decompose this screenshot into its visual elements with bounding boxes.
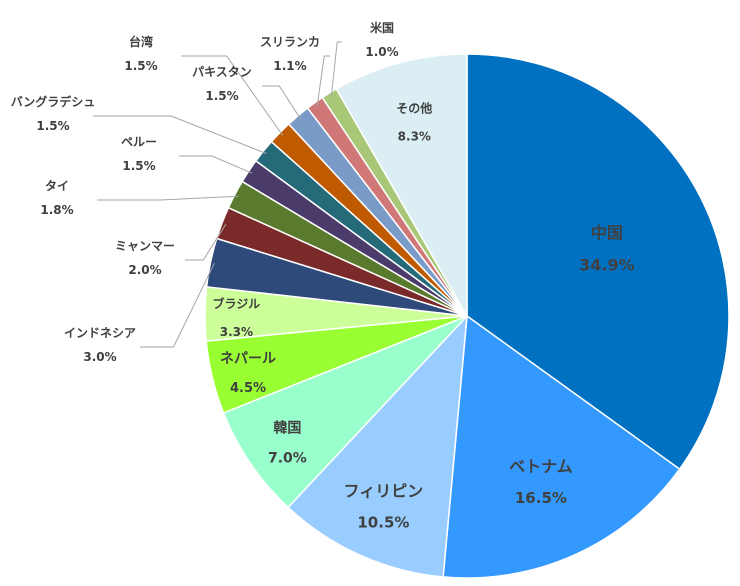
slice-value-label: 1.5% bbox=[205, 89, 238, 103]
slice-name-label: インドネシア bbox=[64, 326, 136, 340]
slice-value-label: 34.9% bbox=[579, 255, 635, 274]
slice-label-2: フィリピン 10.5% bbox=[344, 482, 424, 532]
slice-value-label: 1.5% bbox=[122, 159, 155, 173]
slice-name-label: 中国 bbox=[591, 223, 623, 242]
slice-name-label: ペルー bbox=[121, 135, 157, 149]
slice-name-label: ブラジル bbox=[213, 296, 261, 311]
slice-value-label: 1.0% bbox=[365, 45, 398, 59]
leader-line-10 bbox=[93, 115, 267, 155]
slice-label-15: その他 8.3% bbox=[396, 101, 432, 144]
slice-name-label: ミャンマー bbox=[115, 239, 175, 253]
slice-labels: 中国 34.9% ベトナム 16.5% フィリピン 10.5% 韓国 7.0% ネパール 4.5%… bbox=[11, 20, 635, 532]
slice---15 bbox=[335, 53, 468, 319]
slice-label-0: 中国 34.9% bbox=[579, 223, 635, 274]
leader-lines bbox=[93, 41, 342, 348]
slice-label-4: ネパール 4.5% bbox=[220, 351, 276, 396]
slice-name-label: 韓国 bbox=[273, 420, 301, 437]
slice-label-11: 台湾 1.5% bbox=[124, 34, 157, 73]
leader-line-12 bbox=[262, 85, 301, 120]
slice-label-1: ベトナム 16.5% bbox=[509, 457, 573, 507]
slice-name-label: パキスタン bbox=[192, 65, 252, 79]
leader-line-13 bbox=[316, 55, 330, 106]
slice-label-5: ブラジル 3.3% bbox=[213, 296, 261, 339]
slice-name-label: その他 bbox=[396, 101, 432, 116]
leader-line-8 bbox=[97, 195, 239, 201]
slice-value-label: 8.3% bbox=[398, 130, 431, 144]
slice-value-label: 1.5% bbox=[124, 59, 157, 73]
slice-value-label: 3.3% bbox=[220, 325, 253, 339]
leader-line-14 bbox=[330, 41, 342, 97]
slice-value-label: 1.8% bbox=[40, 203, 73, 217]
slice-name-label: バングラデシュ bbox=[11, 94, 96, 109]
slice-label-14: 米国 1.0% bbox=[365, 20, 398, 59]
slice-name-label: 台湾 bbox=[129, 34, 153, 49]
slice-value-label: 4.5% bbox=[230, 381, 266, 396]
slice-label-10: バングラデシュ 1.5% bbox=[11, 94, 96, 133]
leader-line-6 bbox=[140, 262, 215, 348]
slice-name-label: 米国 bbox=[370, 20, 394, 35]
slice---0 bbox=[466, 53, 730, 471]
slice-value-label: 1.1% bbox=[273, 59, 306, 73]
slice-label-9: ペルー 1.5% bbox=[121, 135, 157, 173]
slice-value-label: 3.0% bbox=[83, 350, 116, 364]
slice-name-label: フィリピン bbox=[344, 482, 424, 501]
slice-label-6: インドネシア 3.0% bbox=[64, 326, 136, 364]
slice-name-label: ネパール bbox=[220, 351, 276, 367]
slice-label-12: パキスタン 1.5% bbox=[192, 65, 252, 103]
slice-label-7: ミャンマー 2.0% bbox=[115, 239, 175, 277]
slice-label-3: 韓国 7.0% bbox=[268, 420, 307, 467]
leader-line-9 bbox=[179, 155, 253, 174]
slice---2 bbox=[287, 313, 468, 578]
slice-label-8: タイ 1.8% bbox=[40, 179, 73, 217]
slice-label-13: スリランカ 1.1% bbox=[260, 35, 320, 73]
leader-line-7 bbox=[185, 224, 227, 261]
slice-value-label: 16.5% bbox=[515, 489, 567, 507]
slice-name-label: スリランカ bbox=[260, 35, 320, 49]
pie-slices bbox=[204, 53, 730, 579]
slice---1 bbox=[442, 314, 681, 579]
slice---3 bbox=[222, 315, 468, 509]
slice-value-label: 10.5% bbox=[357, 514, 409, 532]
slice-value-label: 1.5% bbox=[36, 119, 69, 133]
slice-name-label: タイ bbox=[45, 179, 69, 193]
slice-value-label: 7.0% bbox=[268, 451, 307, 467]
slice-value-label: 2.0% bbox=[128, 263, 161, 277]
slice-name-label: ベトナム bbox=[509, 457, 573, 476]
leader-line-11 bbox=[181, 55, 284, 136]
